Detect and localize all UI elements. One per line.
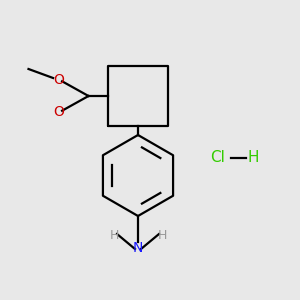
Text: O: O — [53, 106, 64, 119]
Text: N: N — [133, 241, 143, 254]
Text: H: H — [157, 229, 167, 242]
Text: H: H — [248, 150, 259, 165]
Text: Cl: Cl — [210, 150, 225, 165]
Text: O: O — [53, 73, 64, 86]
Text: H: H — [109, 229, 119, 242]
